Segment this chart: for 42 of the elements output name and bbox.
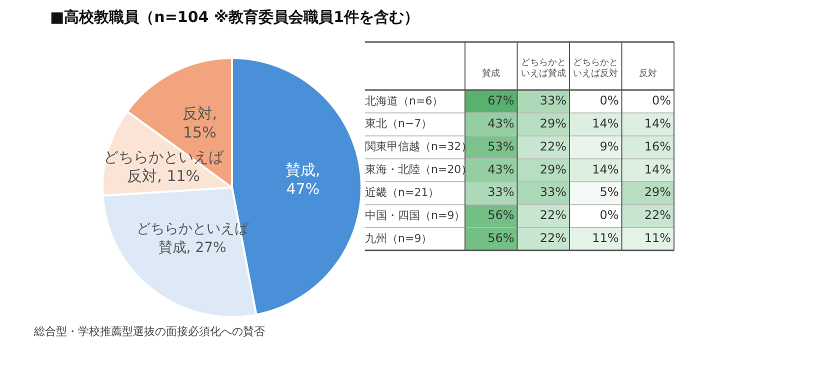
data-label: 53% <box>488 139 514 154</box>
data-label: 22% <box>540 139 566 154</box>
data-label: 29% <box>540 116 566 130</box>
data-label: 賛成, 47% <box>286 161 320 198</box>
data-label: 22% <box>540 231 566 246</box>
data-label: 67% <box>488 94 514 108</box>
x-tick-label: 賛成 <box>482 68 500 79</box>
data-label: 14% <box>644 116 671 130</box>
y-tick-label: 九州（n=9） <box>365 232 432 245</box>
data-label: 56% <box>488 231 514 246</box>
data-label: 反対, 15% <box>182 104 218 142</box>
x-tick-label: どちらかといえば賛成 <box>520 58 566 79</box>
data-label: 0% <box>652 94 671 108</box>
y-tick-label: 北海道（n=6） <box>365 94 444 108</box>
x-tick-label: 反対 <box>638 68 657 79</box>
chart-title: ■高校教職員（n=104 ※教育委員会職員1件を含む） <box>50 8 419 27</box>
data-label: 14% <box>592 162 619 176</box>
data-label: 11% <box>592 231 619 246</box>
data-label: 0% <box>600 94 619 108</box>
data-label: 56% <box>488 208 514 222</box>
data-label: 0% <box>600 208 619 222</box>
data-label: 43% <box>488 162 514 176</box>
data-label: 43% <box>488 116 514 130</box>
y-tick-label: 中国・四国（n=9） <box>365 208 466 222</box>
data-label: 14% <box>592 116 619 130</box>
data-label: 9% <box>600 139 619 154</box>
data-label: 22% <box>644 208 671 222</box>
data-label: どちらかといえば反対, 11% <box>104 148 225 186</box>
x-tick-label: どちらかといえば反対 <box>573 58 618 79</box>
data-label: 22% <box>540 208 566 222</box>
y-tick-label: 近畿（n=21） <box>365 186 440 199</box>
data-label: 16% <box>644 139 671 154</box>
y-tick-label: 東北（n−7） <box>365 117 432 130</box>
data-label: 11% <box>644 231 671 246</box>
data-label: 29% <box>644 185 671 200</box>
data-label: 33% <box>540 94 566 108</box>
data-label: 5% <box>600 185 619 200</box>
data-label: 14% <box>644 162 671 176</box>
data-label: 33% <box>488 185 514 200</box>
data-label: 33% <box>540 185 566 200</box>
data-label: 29% <box>540 162 566 176</box>
text: 総合型・学校推薦型選抜の面接必須化への賛否 <box>34 324 265 339</box>
